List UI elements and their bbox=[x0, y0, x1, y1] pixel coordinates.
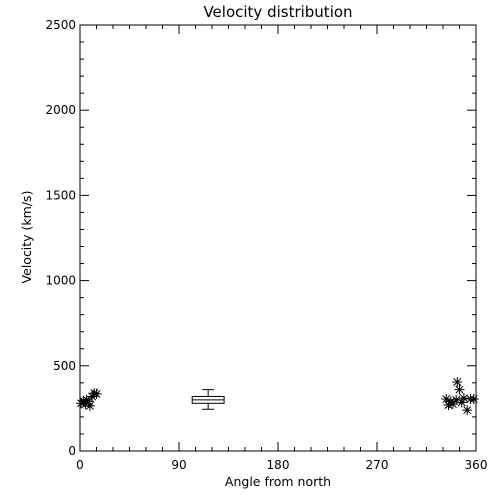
data-point-asterisk bbox=[89, 388, 100, 399]
x-tick-label: 90 bbox=[171, 458, 186, 472]
data-point-asterisk bbox=[80, 399, 91, 410]
data-point-asterisk bbox=[78, 395, 89, 406]
data-point-asterisk bbox=[84, 400, 95, 411]
x-tick-label: 270 bbox=[366, 458, 389, 472]
x-tick-label: 180 bbox=[267, 458, 290, 472]
data-point-asterisk bbox=[443, 399, 454, 410]
data-point-asterisk bbox=[456, 397, 467, 408]
data-point-asterisk bbox=[451, 394, 462, 405]
data-point-asterisk bbox=[441, 394, 452, 405]
data-point-asterisk bbox=[83, 396, 94, 407]
x-tick-label: 0 bbox=[76, 458, 84, 472]
chart-title: Velocity distribution bbox=[203, 3, 352, 21]
y-tick-label: 2500 bbox=[45, 18, 76, 32]
data-point-asterisk bbox=[454, 384, 465, 395]
data-point-asterisk bbox=[462, 405, 473, 416]
data-point-asterisk bbox=[87, 391, 98, 402]
x-axis-title: Angle from north bbox=[225, 474, 331, 489]
plot-area: 0 90 180 270 360 0 500 1000 1500 2000 2500 bbox=[45, 18, 487, 472]
y-tick-label: 1000 bbox=[45, 274, 76, 288]
data-point-asterisk bbox=[91, 388, 102, 399]
plot-frame bbox=[79, 24, 477, 452]
y-tick-label: 0 bbox=[68, 444, 76, 458]
y-tick-label: 2000 bbox=[45, 103, 76, 117]
y-tick-label: 1500 bbox=[45, 188, 76, 202]
data-point-asterisk bbox=[468, 394, 479, 405]
data-point-asterisk bbox=[458, 393, 469, 404]
y-axis-title: Velocity (km/s) bbox=[19, 191, 34, 284]
data-point-asterisk bbox=[447, 399, 458, 410]
y-tick-label: 500 bbox=[53, 359, 76, 373]
data-point-asterisk bbox=[452, 376, 463, 387]
x-tick-label: 360 bbox=[465, 458, 488, 472]
